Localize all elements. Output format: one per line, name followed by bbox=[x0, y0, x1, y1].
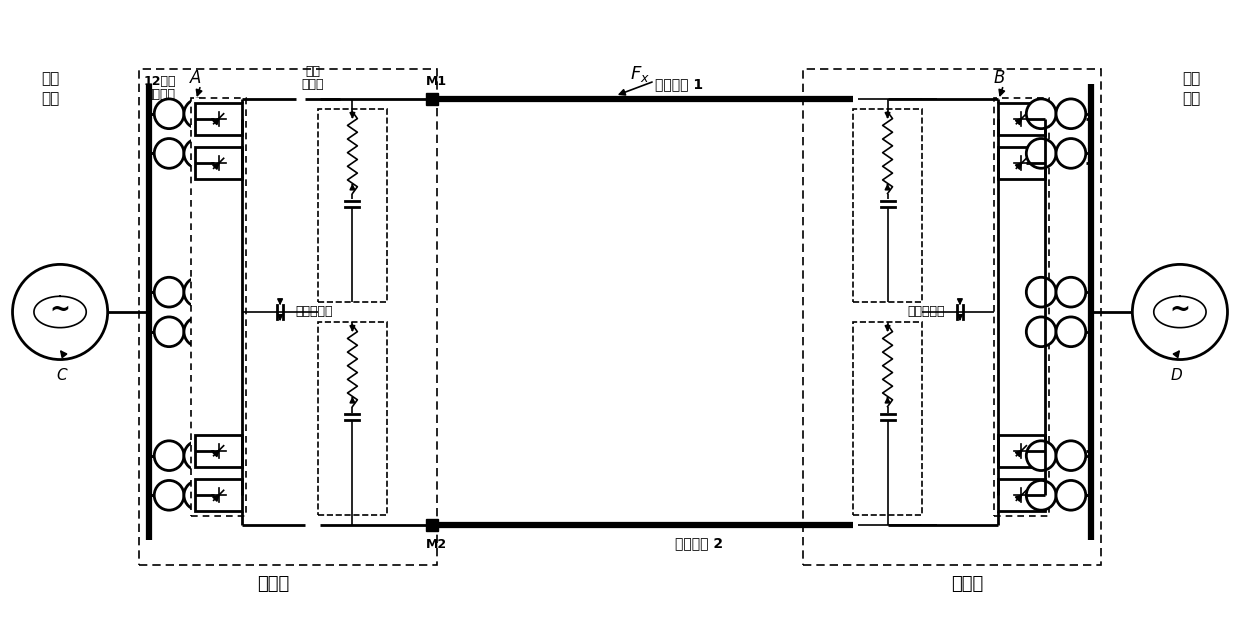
Text: M2: M2 bbox=[427, 539, 448, 552]
Circle shape bbox=[1056, 277, 1086, 307]
Text: $C$: $C$ bbox=[56, 368, 68, 383]
Circle shape bbox=[1027, 481, 1056, 510]
Text: 换流单元: 换流单元 bbox=[145, 88, 175, 101]
Circle shape bbox=[1027, 441, 1056, 471]
Text: $A$: $A$ bbox=[190, 69, 202, 87]
Text: 12脉动: 12脉动 bbox=[144, 75, 176, 88]
Bar bbox=[317, 109, 387, 302]
Text: 电抗器: 电抗器 bbox=[301, 78, 324, 91]
Circle shape bbox=[184, 139, 213, 168]
Circle shape bbox=[154, 441, 184, 471]
Circle shape bbox=[154, 139, 184, 168]
Circle shape bbox=[1056, 99, 1086, 128]
Text: 平波: 平波 bbox=[305, 65, 320, 78]
Bar bbox=[997, 435, 1045, 466]
Circle shape bbox=[184, 441, 213, 471]
Text: 电网: 电网 bbox=[1183, 91, 1200, 106]
Bar bbox=[317, 322, 387, 515]
Bar bbox=[195, 103, 243, 135]
Bar bbox=[993, 98, 1049, 516]
Text: 交流: 交流 bbox=[41, 72, 60, 86]
Circle shape bbox=[184, 317, 213, 347]
Circle shape bbox=[1027, 317, 1056, 347]
Text: 直流线路 2: 直流线路 2 bbox=[676, 536, 723, 550]
Circle shape bbox=[1027, 139, 1056, 168]
Bar bbox=[139, 69, 436, 565]
Text: $F_x$: $F_x$ bbox=[630, 64, 650, 84]
Bar bbox=[997, 103, 1045, 135]
Text: 整流站: 整流站 bbox=[257, 576, 289, 594]
Text: ~: ~ bbox=[1169, 298, 1190, 322]
Circle shape bbox=[154, 277, 184, 307]
Text: 直流线路 1: 直流线路 1 bbox=[656, 77, 703, 91]
Circle shape bbox=[1056, 317, 1086, 347]
Bar bbox=[195, 435, 243, 466]
Text: 交流: 交流 bbox=[1183, 72, 1200, 86]
Text: ~: ~ bbox=[50, 298, 71, 322]
Bar bbox=[853, 109, 923, 302]
Bar bbox=[997, 147, 1045, 179]
Bar bbox=[195, 479, 243, 511]
Text: M1: M1 bbox=[427, 75, 448, 88]
Circle shape bbox=[184, 99, 213, 128]
Circle shape bbox=[1056, 481, 1086, 510]
Circle shape bbox=[12, 265, 108, 360]
Circle shape bbox=[154, 99, 184, 128]
Circle shape bbox=[154, 317, 184, 347]
Circle shape bbox=[1132, 265, 1228, 360]
Circle shape bbox=[1056, 139, 1086, 168]
Circle shape bbox=[1056, 441, 1086, 471]
Text: $D$: $D$ bbox=[1171, 368, 1183, 383]
Bar bbox=[195, 147, 243, 179]
Text: 直流滤波器: 直流滤波器 bbox=[908, 305, 945, 318]
Text: $B$: $B$ bbox=[993, 69, 1006, 87]
Bar bbox=[804, 69, 1101, 565]
Text: 电网: 电网 bbox=[41, 91, 60, 106]
Bar bbox=[191, 98, 247, 516]
Bar bbox=[997, 479, 1045, 511]
Circle shape bbox=[184, 277, 213, 307]
Text: 逆变站: 逆变站 bbox=[951, 576, 983, 594]
Circle shape bbox=[1027, 277, 1056, 307]
Text: 直流滤波器: 直流滤波器 bbox=[295, 305, 332, 318]
Circle shape bbox=[1027, 99, 1056, 128]
Circle shape bbox=[184, 481, 213, 510]
Circle shape bbox=[154, 481, 184, 510]
Bar bbox=[853, 322, 923, 515]
